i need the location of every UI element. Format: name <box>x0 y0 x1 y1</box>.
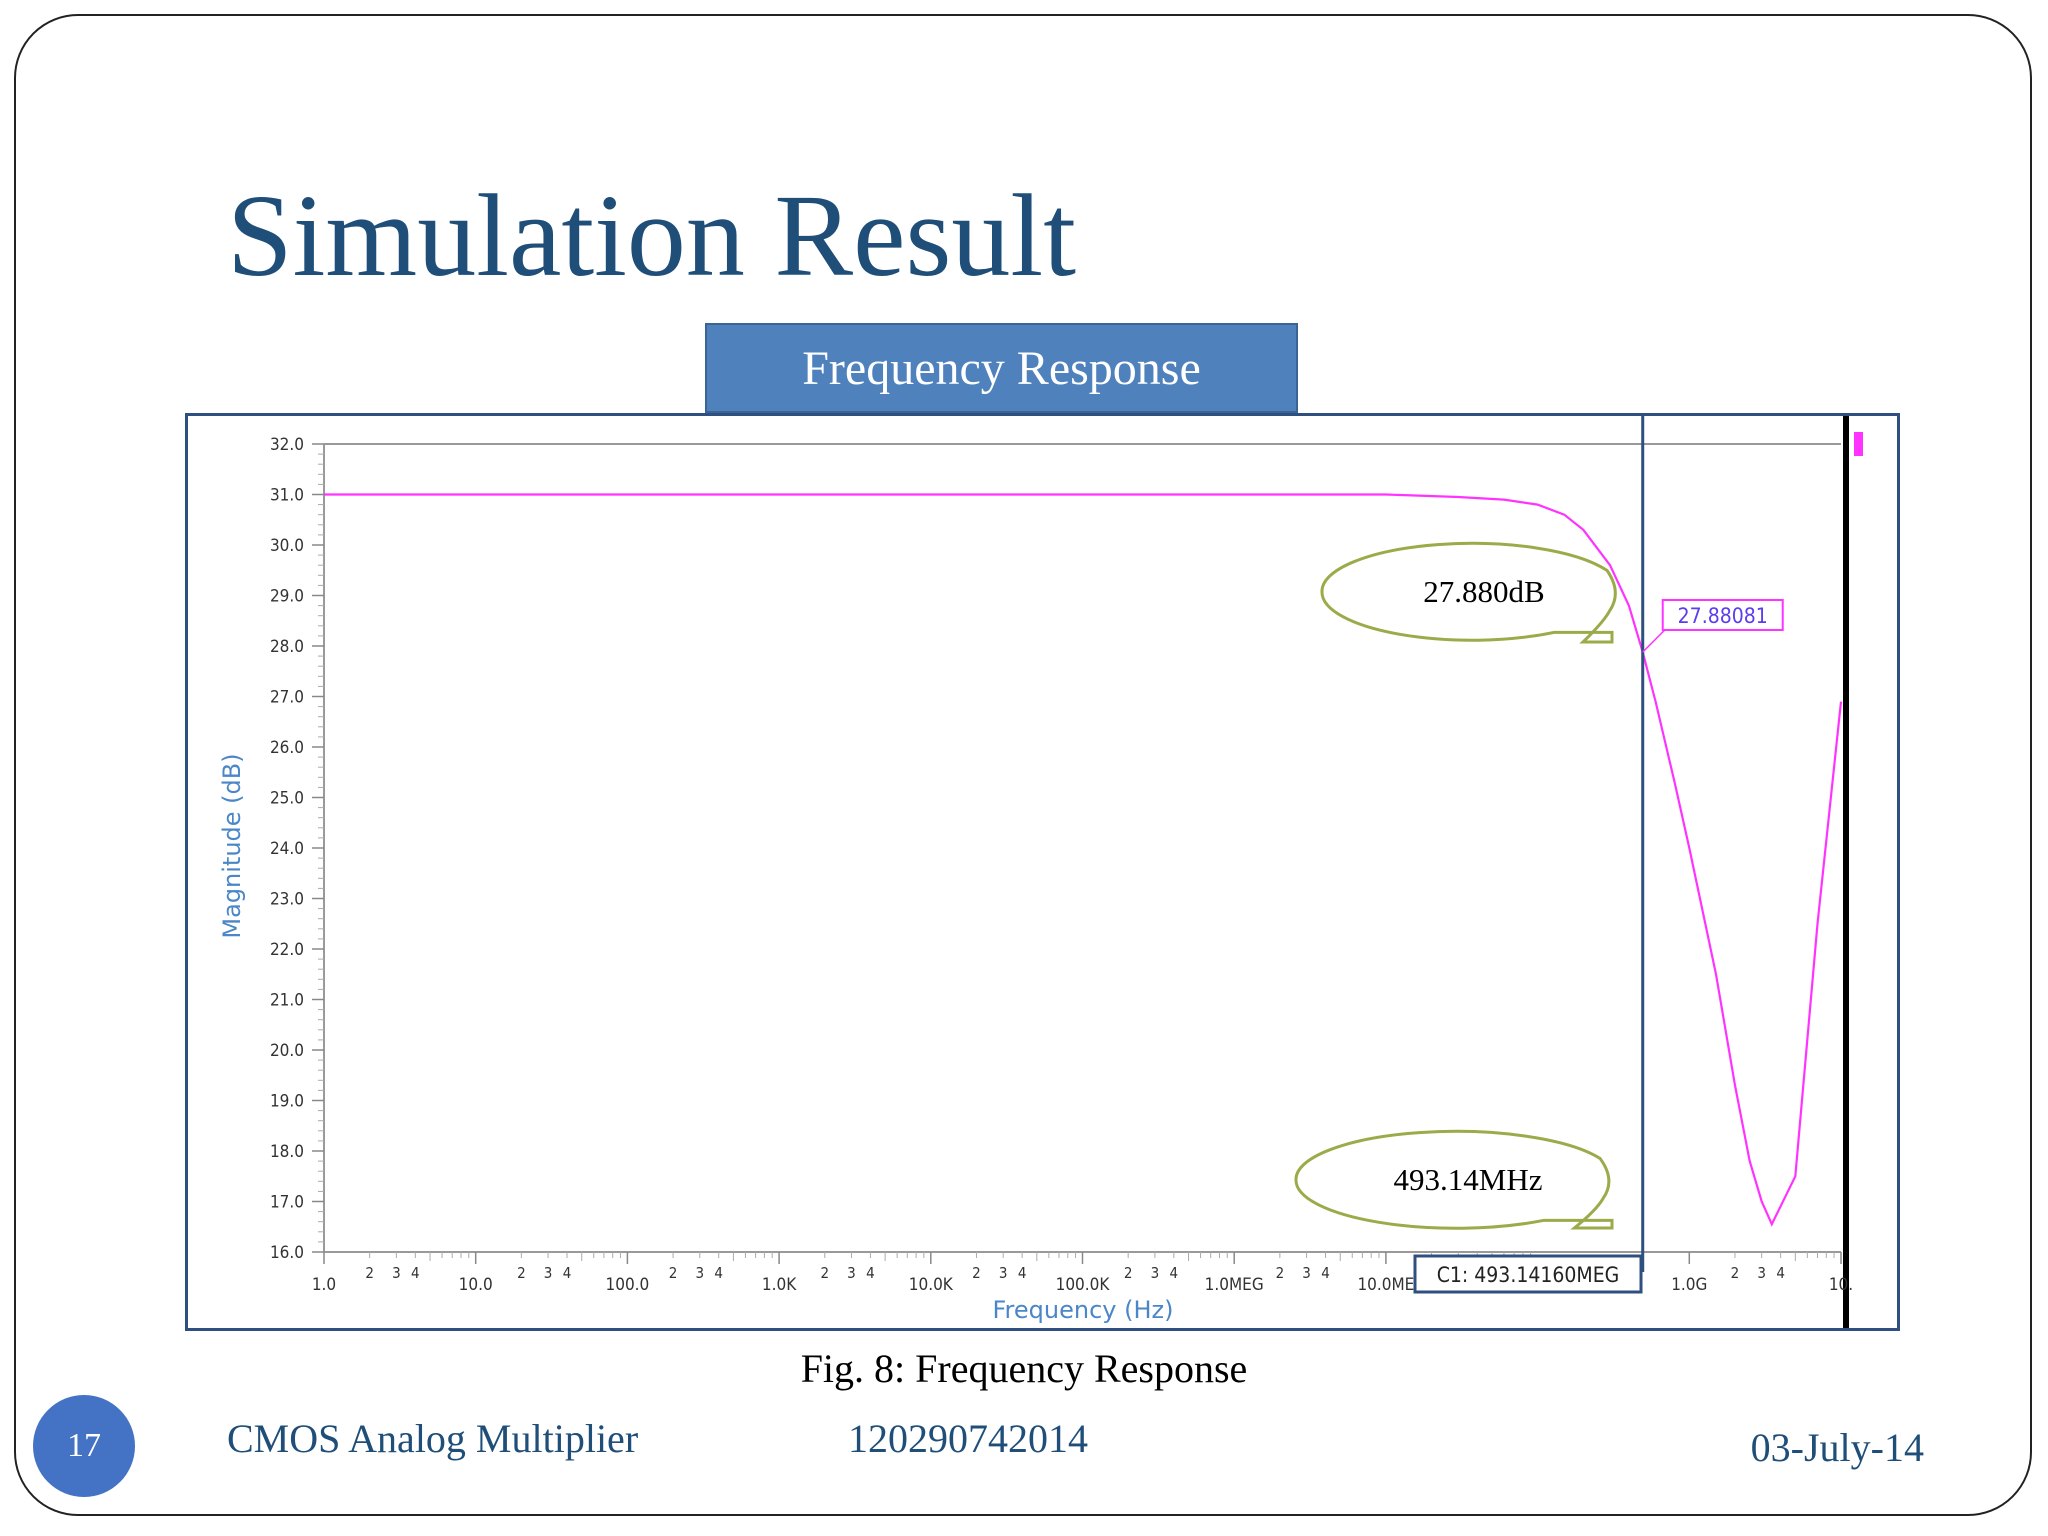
chart-header-label: Frequency Response <box>802 341 1201 395</box>
y-tick-label: 27.0 <box>270 688 304 708</box>
frequency-response-chart: 32.031.030.029.028.027.026.025.024.023.0… <box>218 416 1863 1328</box>
x-minor-tick-label: 2 <box>1276 1264 1285 1282</box>
x-minor-tick-label: 4 <box>1018 1264 1027 1282</box>
x-minor-tick-label: 4 <box>563 1264 572 1282</box>
callout-db-text: 27.880dB <box>1423 574 1544 609</box>
y-tick-label: 20.0 <box>270 1041 304 1061</box>
x-tick-label: 1.0 <box>312 1275 336 1295</box>
x-minor-tick-label: 3 <box>1757 1264 1766 1282</box>
cursor-y-readout: 27.88081 <box>1678 604 1768 628</box>
y-axis-label: Magnitude (dB) <box>218 753 246 938</box>
x-axis-label: Frequency (Hz) <box>993 1296 1174 1324</box>
y-tick-label: 26.0 <box>270 738 304 758</box>
x-minor-tick-label: 2 <box>1124 1264 1133 1282</box>
x-minor-tick-label: 2 <box>669 1264 678 1282</box>
footer-date: 03-July-14 <box>1750 1425 1924 1470</box>
y-tick-label: 16.0 <box>270 1243 304 1263</box>
page-number-badge: 17 <box>33 1395 135 1497</box>
y-tick-label: 18.0 <box>270 1142 304 1162</box>
y-tick-label: 24.0 <box>270 839 304 859</box>
x-tick-label: 10. <box>1829 1275 1853 1295</box>
y-tick-label: 32.0 <box>270 435 304 455</box>
x-tick-label: 1.0K <box>762 1275 797 1295</box>
series-marker <box>1854 432 1863 456</box>
footer-title: CMOS Analog Multiplier <box>227 1416 639 1461</box>
slide-title: Simulation Result <box>227 170 1076 301</box>
x-tick-label: 1.0G <box>1671 1275 1707 1295</box>
y-tick-label: 30.0 <box>270 536 304 556</box>
y-tick-label: 19.0 <box>270 1092 304 1112</box>
x-minor-tick-label: 3 <box>999 1264 1008 1282</box>
x-tick-label: 100.0K <box>1056 1275 1111 1295</box>
x-minor-tick-label: 4 <box>866 1264 875 1282</box>
cursor-readout-leader <box>1642 629 1666 653</box>
x-tick-label: 10.0K <box>909 1275 954 1295</box>
cursor-x-label-box <box>1413 1254 1643 1294</box>
x-minor-tick-label: 2 <box>820 1264 829 1282</box>
y-tick-label: 23.0 <box>270 890 304 910</box>
x-minor-tick-label: 2 <box>1731 1264 1740 1282</box>
x-minor-tick-label: 4 <box>1321 1264 1330 1282</box>
slide-frame <box>14 14 2032 1516</box>
footer-id: 120290742014 <box>848 1416 1088 1461</box>
y-tick-label: 29.0 <box>270 587 304 607</box>
x-minor-tick-label: 3 <box>1151 1264 1160 1282</box>
plot-right-edge <box>1843 416 1849 1328</box>
callout-db-shape <box>1320 541 1617 644</box>
callout-mhz-shape <box>1294 1129 1614 1230</box>
y-tick-label: 22.0 <box>270 940 304 960</box>
magnitude-curve <box>324 493 1843 1227</box>
x-minor-tick-label: 3 <box>1302 1264 1311 1282</box>
y-tick-label: 28.0 <box>270 637 304 657</box>
y-tick-label: 21.0 <box>270 991 304 1011</box>
page-number: 17 <box>67 1427 101 1464</box>
x-minor-tick-label: 3 <box>544 1264 553 1282</box>
x-tick-label: 100.0 <box>606 1275 650 1295</box>
chart-header: Frequency Response <box>705 323 1298 413</box>
x-minor-tick-label: 4 <box>714 1264 723 1282</box>
x-minor-tick-label: 2 <box>972 1264 981 1282</box>
x-minor-tick-label: 4 <box>1776 1264 1785 1282</box>
x-minor-tick-label: 4 <box>1170 1264 1179 1282</box>
x-minor-tick-label: 3 <box>847 1264 856 1282</box>
cursor-readout-box <box>1661 599 1784 631</box>
x-minor-tick-label: 3 <box>392 1264 401 1282</box>
chart-box: 32.0 31.0 30.0 29.0 28.0 27.0 26.0 25.0 24.0 23.0… <box>185 413 1900 1331</box>
y-tick-label: 17.0 <box>270 1193 304 1213</box>
x-minor-tick-label: 2 <box>365 1264 374 1282</box>
y-tick-label: 25.0 <box>270 789 304 809</box>
x-tick-label: 10.0 <box>459 1275 493 1295</box>
x-minor-tick-label: 3 <box>695 1264 704 1282</box>
x-tick-label: 1.0MEG <box>1205 1275 1264 1295</box>
x-minor-tick-label: 2 <box>517 1264 526 1282</box>
callout-mhz-text: 493.14MHz <box>1394 1162 1543 1197</box>
x-minor-tick-label: 4 <box>411 1264 420 1282</box>
cursor-x-label: C1: 493.14160MEG <box>1437 1263 1620 1287</box>
figure-caption: Fig. 8: Frequency Response <box>800 1346 1248 1391</box>
x-tick-label: 10.0ME <box>1357 1275 1414 1295</box>
y-tick-label: 31.0 <box>270 486 304 506</box>
